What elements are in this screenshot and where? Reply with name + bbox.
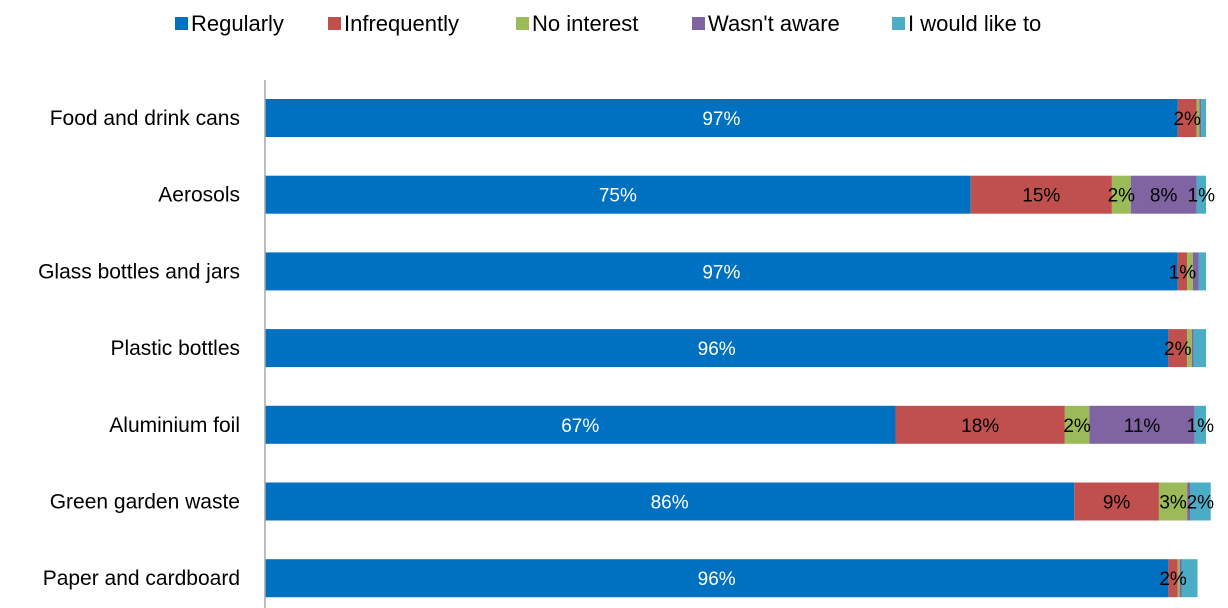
category-label-green-garden-waste: Green garden waste (50, 491, 240, 514)
legend-swatch-i-would-like-to (892, 17, 905, 30)
data-label-i-would-like-to-green-garden-waste: 2% (1187, 493, 1215, 514)
bar-wasn-t-aware-plastic-bottles (1191, 329, 1194, 368)
legend-item-no-interest: No interest (516, 11, 638, 36)
category-axis: Food and drink cans Aerosols Glass bottles… (38, 107, 240, 590)
legend-swatch-infrequently (328, 17, 341, 30)
bar-wasn-t-aware-paper-and-cardboard (1179, 559, 1182, 598)
data-label-wasn-t-aware-aluminium-foil: 11% (1124, 416, 1161, 437)
bar-no-interest-food-and-drink-cans (1196, 99, 1200, 137)
data-label-infrequently-glass-bottles-and-jars: 1% (1169, 262, 1197, 283)
data-label-regularly-plastic-bottles: 96% (698, 339, 736, 360)
data-label-no-interest-green-garden-waste: 3% (1159, 493, 1187, 514)
bar-infrequently-plastic-bottles (1168, 329, 1188, 368)
data-label-i-would-like-to-aluminium-foil: 1% (1187, 416, 1215, 437)
data-label-regularly-paper-and-cardboard: 96% (698, 569, 736, 590)
category-label-plastic-bottles: Plastic bottles (110, 337, 240, 360)
bar-no-interest-paper-and-cardboard (1177, 559, 1180, 598)
category-label-aerosols: Aerosols (158, 184, 240, 207)
bar-row-glass-bottles-and-jars: 97% 1% (265, 252, 1206, 291)
legend-label-regularly: Regularly (191, 11, 284, 36)
data-label-infrequently-aluminium-foil: 18% (961, 416, 999, 437)
bar-wasn-t-aware-green-garden-waste (1187, 482, 1191, 521)
bar-row-plastic-bottles: 96% 2% (265, 329, 1206, 368)
bar-row-aerosols: 75% 15% 2% 8% 1% (265, 175, 1216, 214)
legend-label-no-interest: No interest (532, 11, 638, 36)
data-label-infrequently-aerosols: 15% (1022, 186, 1060, 207)
legend-item-i-would-like-to: I would like to (892, 11, 1041, 36)
legend-swatch-regularly (175, 17, 188, 30)
data-label-regularly-aerosols: 75% (599, 186, 637, 207)
category-label-glass-bottles-and-jars: Glass bottles and jars (38, 260, 240, 283)
data-label-regularly-food-and-drink-cans: 97% (702, 109, 740, 130)
bar-regularly-plastic-bottles (265, 329, 1169, 368)
bar-wasn-t-aware-aluminium-foil (1089, 405, 1195, 444)
bar-no-interest-aerosols (1111, 175, 1131, 214)
data-label-infrequently-paper-and-cardboard: 2% (1159, 569, 1187, 590)
data-label-no-interest-aerosols: 2% (1108, 186, 1136, 207)
category-label-aluminium-foil: Aluminium foil (109, 414, 240, 437)
bar-i-would-like-to-glass-bottles-and-jars (1198, 252, 1206, 291)
bar-row-food-and-drink-cans: 97% 2% (265, 99, 1206, 137)
bar-i-would-like-to-plastic-bottles (1193, 329, 1206, 368)
bar-no-interest-green-garden-waste (1158, 482, 1188, 521)
bar-wasn-t-aware-glass-bottles-and-jars (1192, 252, 1199, 291)
category-label-paper-and-cardboard: Paper and cardboard (43, 567, 240, 590)
legend-swatch-no-interest (516, 17, 529, 30)
data-label-regularly-glass-bottles-and-jars: 97% (702, 262, 740, 283)
bar-infrequently-glass-bottles-and-jars (1177, 252, 1188, 291)
bar-regularly-aluminium-foil (265, 405, 896, 444)
data-label-regularly-aluminium-foil: 67% (561, 416, 599, 437)
bar-i-would-like-to-green-garden-waste (1190, 482, 1211, 521)
bar-row-green-garden-waste: 86% 9% 3% 2% (265, 482, 1215, 521)
bar-regularly-food-and-drink-cans (265, 99, 1178, 137)
data-label-i-would-like-to-aerosols: 1% (1188, 186, 1216, 207)
legend-label-wasn-t-aware: Wasn't aware (708, 11, 840, 36)
bar-no-interest-plastic-bottles (1187, 329, 1192, 368)
bar-i-would-like-to-aluminium-foil (1194, 405, 1206, 444)
bar-no-interest-aluminium-foil (1064, 405, 1090, 444)
category-label-food-and-drink-cans: Food and drink cans (50, 107, 240, 130)
data-label-no-interest-aluminium-foil: 2% (1063, 416, 1091, 437)
data-label-infrequently-food-and-drink-cans: 2% (1173, 109, 1201, 130)
bar-no-interest-glass-bottles-and-jars (1187, 252, 1193, 291)
data-label-infrequently-green-garden-waste: 9% (1103, 493, 1131, 514)
legend-item-regularly: Regularly (175, 11, 284, 36)
bar-infrequently-food-and-drink-cans (1177, 99, 1197, 137)
bar-i-would-like-to-food-and-drink-cans (1201, 99, 1206, 137)
bar-regularly-green-garden-waste (265, 482, 1075, 521)
bar-regularly-glass-bottles-and-jars (265, 252, 1178, 291)
bar-regularly-paper-and-cardboard (265, 559, 1169, 598)
bar-regularly-aerosols (265, 175, 971, 214)
plot-area: 97% 2% 75% 15% 2% 8% 1% 97% 1% 96% 2% 67% 18% 2% 11% 1%… (265, 99, 1216, 598)
legend-item-wasn-t-aware: Wasn't aware (692, 11, 840, 36)
bar-row-paper-and-cardboard: 96% 2% (265, 559, 1198, 598)
data-label-infrequently-plastic-bottles: 2% (1164, 339, 1192, 360)
data-label-wasn-t-aware-aerosols: 8% (1150, 186, 1178, 207)
data-label-regularly-green-garden-waste: 86% (651, 493, 689, 514)
legend-label-infrequently: Infrequently (344, 11, 459, 36)
bar-row-aluminium-foil: 67% 18% 2% 11% 1% (265, 405, 1215, 444)
legend-label-i-would-like-to: I would like to (908, 11, 1041, 36)
bar-i-would-like-to-paper-and-cardboard (1181, 559, 1198, 598)
legend-item-infrequently: Infrequently (328, 11, 459, 36)
bar-infrequently-aluminium-foil (895, 405, 1065, 444)
legend-swatch-wasn-t-aware (692, 17, 705, 30)
bar-wasn-t-aware-food-and-drink-cans (1199, 99, 1202, 137)
bar-wasn-t-aware-aerosols (1130, 175, 1197, 214)
bar-infrequently-green-garden-waste (1074, 482, 1159, 521)
legend: Regularly Infrequently No interest Wasn't a… (175, 11, 1041, 36)
bar-i-would-like-to-aerosols (1196, 175, 1206, 214)
bar-infrequently-paper-and-cardboard (1168, 559, 1178, 598)
bar-infrequently-aerosols (970, 175, 1112, 214)
